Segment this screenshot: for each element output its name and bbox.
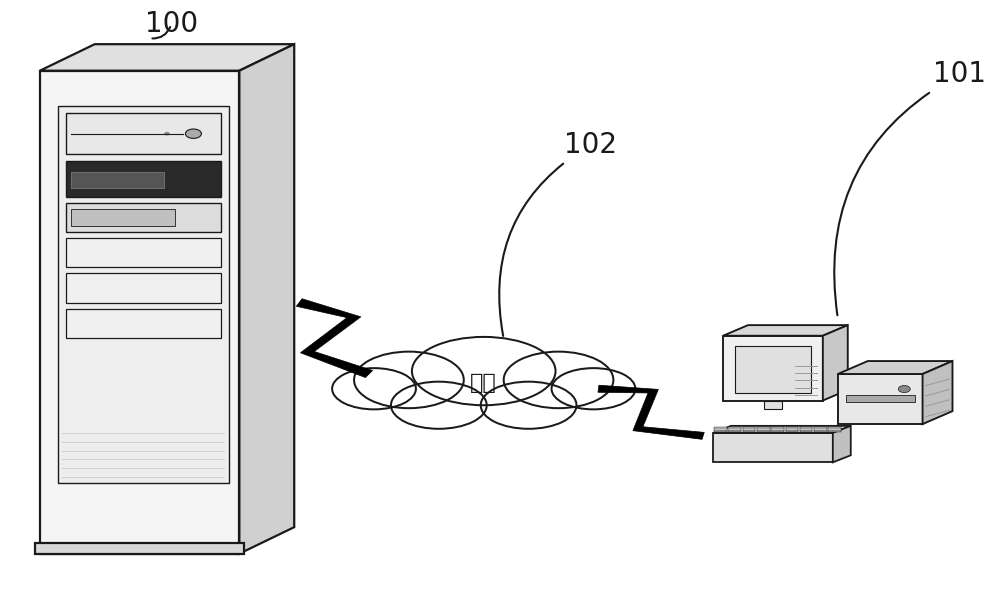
Polygon shape [757,429,770,431]
Polygon shape [771,429,784,431]
Polygon shape [71,172,164,188]
Polygon shape [714,429,727,431]
Ellipse shape [504,352,613,408]
Ellipse shape [481,382,576,429]
Polygon shape [757,431,770,432]
Polygon shape [728,427,741,428]
Polygon shape [728,428,741,429]
Polygon shape [713,433,833,462]
Polygon shape [714,427,727,428]
Polygon shape [786,428,798,429]
Polygon shape [833,426,851,462]
Polygon shape [66,203,221,232]
Polygon shape [757,428,770,429]
Polygon shape [58,106,229,483]
Polygon shape [239,44,294,554]
Polygon shape [735,346,811,393]
Polygon shape [828,427,841,428]
Text: 102: 102 [499,131,617,336]
Polygon shape [800,428,812,429]
Polygon shape [800,429,812,431]
Polygon shape [728,431,741,432]
Polygon shape [743,428,755,429]
Polygon shape [828,431,841,432]
Polygon shape [771,431,784,432]
Polygon shape [40,44,294,71]
Polygon shape [743,429,755,431]
Polygon shape [40,71,239,554]
Text: 101: 101 [834,61,986,315]
Polygon shape [743,427,755,428]
Polygon shape [723,336,823,401]
Polygon shape [771,427,784,428]
Polygon shape [764,401,782,409]
Ellipse shape [354,352,464,408]
Polygon shape [814,428,827,429]
Polygon shape [846,395,915,402]
Polygon shape [296,299,373,378]
Polygon shape [923,361,952,424]
Polygon shape [598,385,704,439]
Polygon shape [800,431,812,432]
Polygon shape [838,374,923,424]
Text: 网络: 网络 [470,373,497,393]
Circle shape [164,132,170,135]
Polygon shape [823,325,848,401]
Polygon shape [743,431,755,432]
Polygon shape [828,429,841,431]
Polygon shape [786,431,798,432]
Ellipse shape [412,337,556,405]
Polygon shape [66,309,221,338]
Polygon shape [713,426,851,433]
Polygon shape [66,161,221,197]
Polygon shape [786,427,798,428]
Polygon shape [723,325,848,336]
Polygon shape [757,427,770,428]
Polygon shape [814,429,827,431]
Polygon shape [771,428,784,429]
Polygon shape [714,428,727,429]
Ellipse shape [391,382,487,429]
Polygon shape [814,431,827,432]
Polygon shape [71,209,175,226]
Polygon shape [66,113,221,154]
Polygon shape [35,543,244,554]
Polygon shape [786,429,798,431]
Text: 100: 100 [145,11,198,38]
Polygon shape [814,427,827,428]
Polygon shape [714,431,727,432]
Circle shape [898,386,910,393]
Polygon shape [838,361,952,374]
Circle shape [185,129,201,138]
Polygon shape [828,428,841,429]
Polygon shape [66,238,221,267]
Polygon shape [728,429,741,431]
Ellipse shape [332,368,416,409]
Ellipse shape [552,368,635,409]
Polygon shape [800,427,812,428]
Polygon shape [66,273,221,303]
